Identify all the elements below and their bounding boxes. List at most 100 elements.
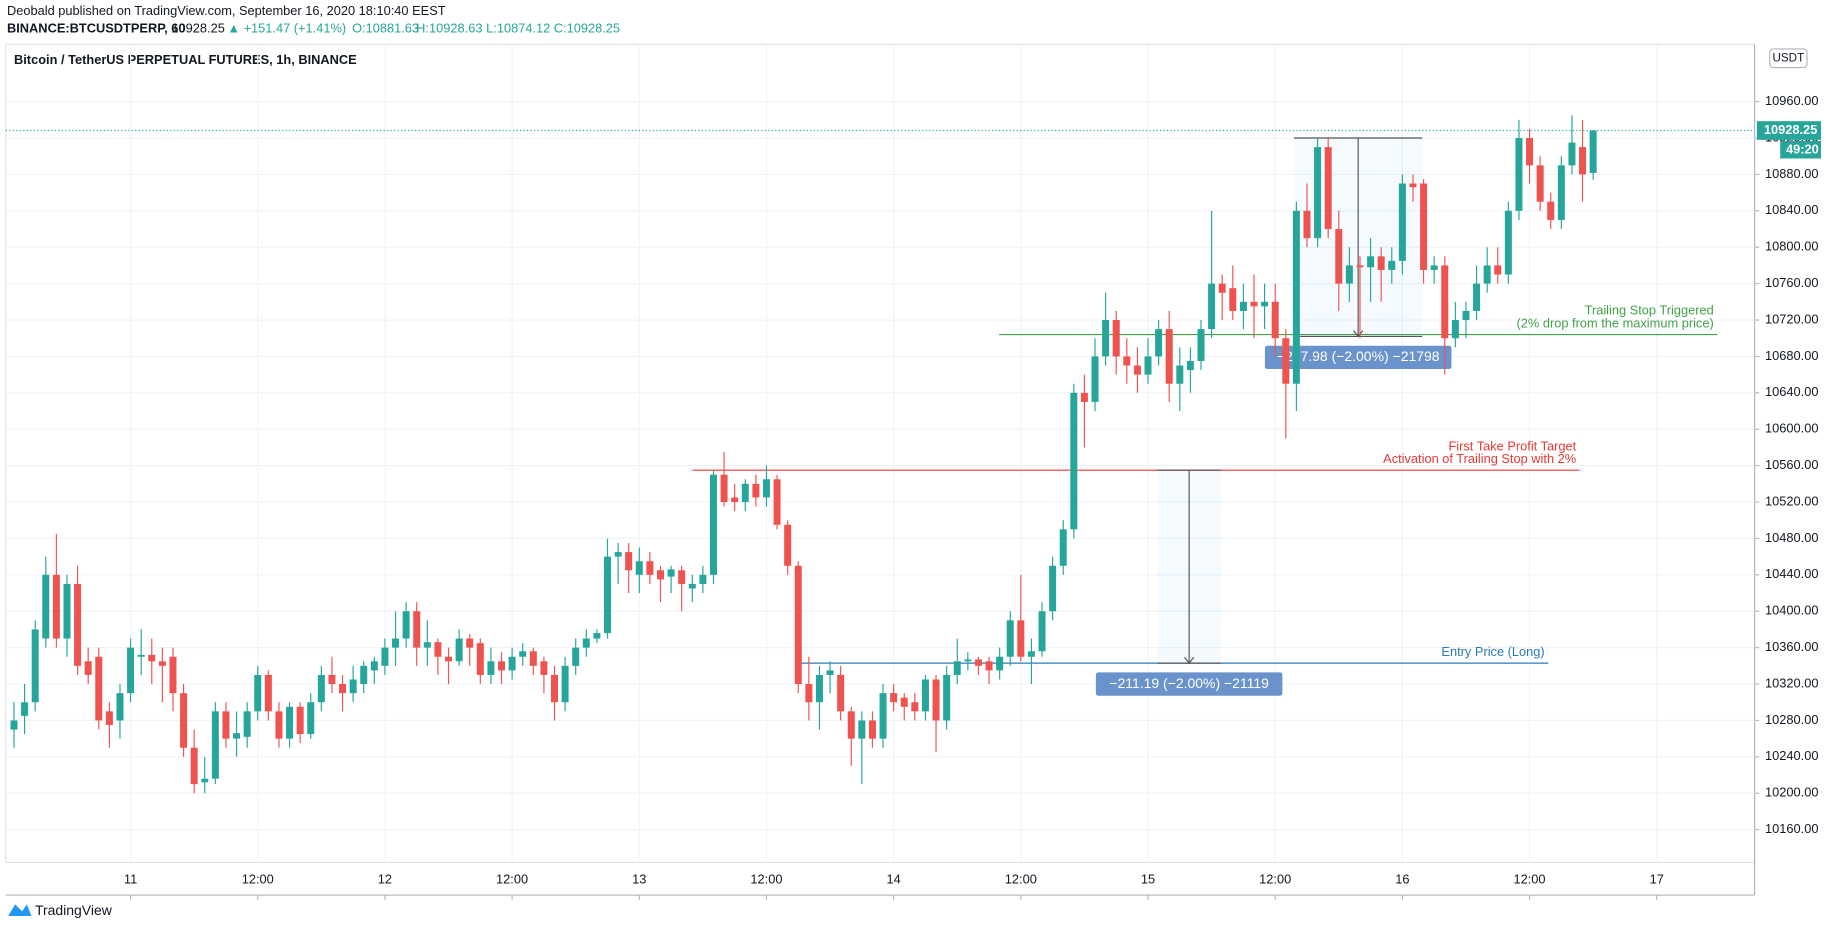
candle-body xyxy=(254,674,262,712)
candle-body xyxy=(1589,130,1597,173)
candle-body xyxy=(996,656,1004,671)
symbol: BINANCE:BTCUSDTPERP, 60 xyxy=(7,21,185,36)
candle-body xyxy=(84,661,92,675)
x-tick-label: 14 xyxy=(887,871,901,886)
candle-body xyxy=(985,661,993,671)
candle-body xyxy=(1483,265,1491,284)
chart-title: Bitcoin / TetherUS PERPETUAL FUTURES, 1h… xyxy=(14,52,357,67)
candle-body xyxy=(741,483,749,503)
candle-body xyxy=(1515,138,1523,211)
candle-body xyxy=(847,711,855,739)
candle-body xyxy=(370,661,378,671)
candle-body xyxy=(974,659,982,666)
candle-body xyxy=(1462,310,1470,321)
brand-name: TradingView xyxy=(35,902,113,918)
candle-body xyxy=(752,483,760,498)
x-tick-label: 12:00 xyxy=(1259,871,1291,886)
close: C:10928.25 xyxy=(554,21,620,36)
candle-body xyxy=(540,661,548,675)
candle-body xyxy=(190,747,198,785)
y-tick-label: 10560.00 xyxy=(1765,457,1818,472)
candle-body xyxy=(275,711,283,739)
candle-body xyxy=(95,656,103,721)
candle-body xyxy=(1091,356,1099,402)
countdown-box xyxy=(1780,141,1822,159)
last-price-box xyxy=(1756,121,1822,140)
measure-label: −217.98 (−2.00%) −21798 xyxy=(1277,348,1440,364)
candle-body xyxy=(63,583,71,639)
measure-label: −211.19 (−2.00%) −21119 xyxy=(1109,675,1269,691)
candle-body xyxy=(794,565,802,685)
candle-body xyxy=(868,720,876,739)
candle-body xyxy=(360,665,368,685)
candle-body xyxy=(720,474,728,503)
candle-body xyxy=(572,647,580,666)
candle-body xyxy=(1473,283,1481,311)
candle-body xyxy=(879,693,887,739)
candle-body xyxy=(1006,620,1014,657)
y-tick-label: 10240.00 xyxy=(1765,748,1818,763)
candle-body xyxy=(476,643,484,675)
candle-body xyxy=(1536,165,1544,202)
candle-body xyxy=(1027,651,1035,657)
candle-body xyxy=(127,647,135,694)
y-tick-label: 10960.00 xyxy=(1765,93,1818,108)
candle-body xyxy=(1229,288,1237,311)
x-tick-label: 15 xyxy=(1141,871,1155,886)
y-tick-label: 10320.00 xyxy=(1765,675,1818,690)
candle-body xyxy=(1526,138,1534,166)
annotation-text: First Take Profit Target xyxy=(1448,438,1576,453)
candle-body xyxy=(1261,301,1269,307)
candle-body xyxy=(964,659,972,662)
candle-body xyxy=(815,674,823,703)
change: ▲ +151.47 (+1.41%) xyxy=(227,21,346,36)
candle-body xyxy=(890,693,898,703)
candle-body xyxy=(1494,265,1502,275)
candle-body xyxy=(148,654,156,662)
candle-body xyxy=(1292,210,1300,384)
candle-body xyxy=(858,720,866,739)
x-tick-label: 16 xyxy=(1395,871,1409,886)
candle-body xyxy=(1388,260,1396,270)
candle-body xyxy=(529,651,537,666)
x-tick-label: 17 xyxy=(1650,871,1664,886)
candle-body xyxy=(328,674,336,685)
candle-body xyxy=(105,711,113,725)
candle-body xyxy=(1557,165,1565,220)
annotation-text: Entry Price (Long) xyxy=(1441,644,1544,659)
y-tick-label: 10760.00 xyxy=(1765,275,1818,290)
candle-body xyxy=(349,679,357,694)
candle-body xyxy=(688,583,696,589)
candle-body xyxy=(137,654,145,657)
candle-body xyxy=(1420,183,1428,270)
candle-body xyxy=(1112,320,1120,357)
candle-body xyxy=(317,674,325,703)
logo xyxy=(8,904,32,917)
candle-body xyxy=(31,629,39,703)
annotation-text: Trailing Stop Triggered xyxy=(1585,303,1714,318)
candle-body xyxy=(656,570,664,580)
candle-body xyxy=(233,733,241,739)
candle-body xyxy=(487,661,495,675)
candle-body xyxy=(943,674,951,721)
candle-body xyxy=(286,706,294,739)
candle-body xyxy=(52,574,60,639)
candle-body xyxy=(10,720,18,730)
candle-body xyxy=(74,583,82,666)
candle-body xyxy=(667,569,675,577)
y-tick-label: 10720.00 xyxy=(1765,311,1818,326)
candle-body xyxy=(614,552,622,557)
candle-body xyxy=(158,661,166,666)
candle-body xyxy=(1451,320,1459,339)
measure-label-box xyxy=(1264,345,1452,370)
currency-box xyxy=(1769,48,1808,69)
y-tick-label: 10680.00 xyxy=(1765,348,1818,363)
candle-body xyxy=(42,574,50,639)
candle-body xyxy=(1568,142,1576,166)
candle-body xyxy=(1345,265,1353,284)
annotation-text: (2% drop from the maximum price) xyxy=(1516,315,1713,330)
candle-body xyxy=(1335,229,1343,284)
candle-body xyxy=(921,679,929,712)
candle-body xyxy=(646,561,654,575)
